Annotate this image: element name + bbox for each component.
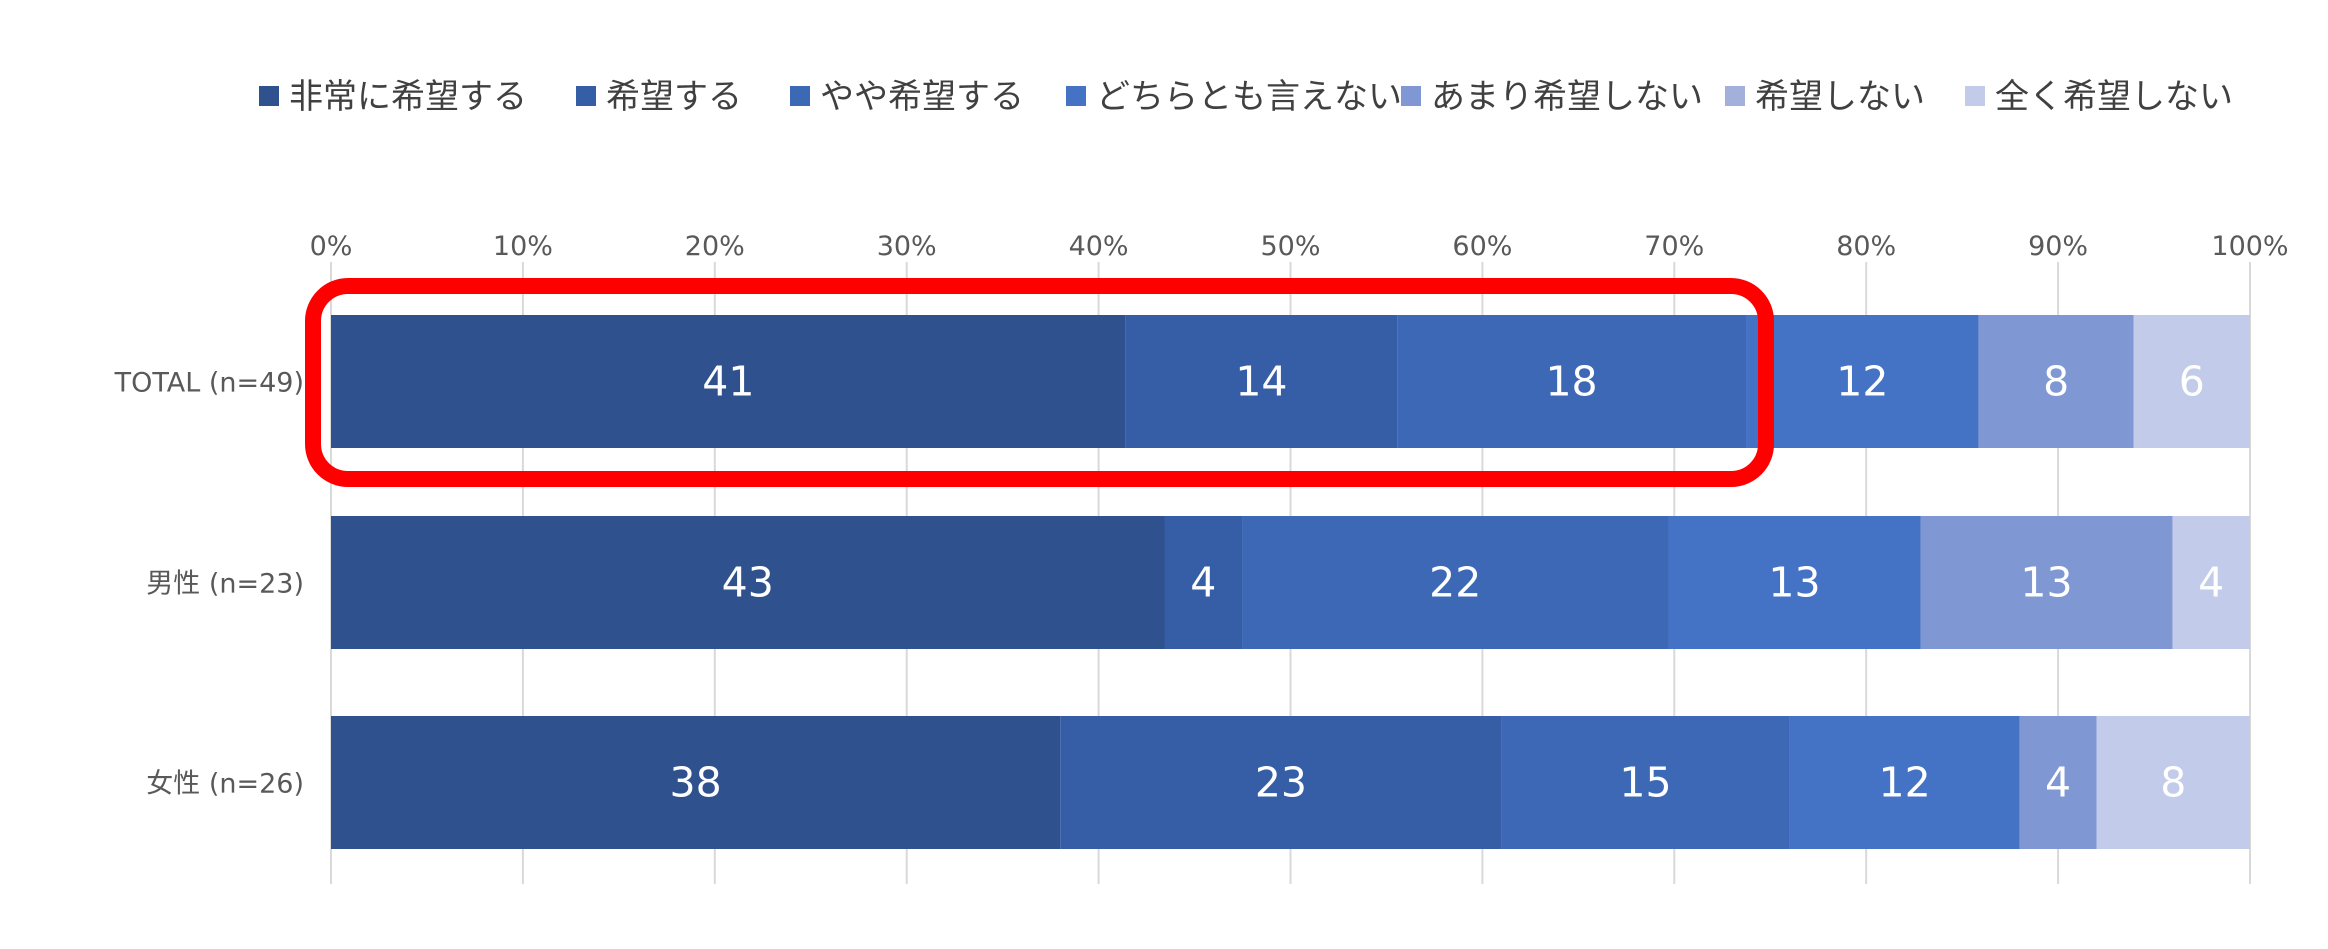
- x-tick-label: 30%: [877, 231, 937, 262]
- legend-label: 希望する: [606, 77, 742, 117]
- bar-segment: [1242, 516, 1669, 649]
- x-tick-label: 60%: [1452, 231, 1512, 262]
- bar-segment: [1920, 516, 2173, 649]
- bar-segment: [1668, 516, 1921, 649]
- bar-segment: [331, 716, 1061, 849]
- bar-segment: [1397, 315, 1747, 448]
- x-tick-label: 90%: [2028, 231, 2088, 262]
- data-label: 4: [2045, 759, 2071, 807]
- data-label: 13: [1768, 559, 1820, 607]
- data-label: 4: [2198, 559, 2224, 607]
- legend-swatch: [1401, 86, 1421, 106]
- bar-segment: [2096, 716, 2250, 849]
- x-axis-tick-labels: 0% 10% 20% 30% 40% 50% 60% 70% 80% 90% 100%: [310, 231, 2289, 262]
- legend-swatch: [1965, 86, 1985, 106]
- category-labels: TOTAL (n=49) 男性 (n=23) 女性 (n=26): [114, 368, 304, 800]
- data-label: 41: [702, 358, 754, 406]
- legend-label: 希望しない: [1755, 77, 1925, 117]
- x-tick-label: 80%: [1836, 231, 1896, 262]
- bar-segment: [1978, 315, 2134, 448]
- bar-segment: [1746, 315, 1979, 448]
- x-tick-label: 50%: [1260, 231, 1320, 262]
- data-label: 8: [2160, 759, 2186, 807]
- x-tick-label: 100%: [2211, 231, 2288, 262]
- data-label: 12: [1836, 358, 1888, 406]
- x-tick-label: 40%: [1069, 231, 1129, 262]
- bar-segment: [2019, 716, 2097, 849]
- data-label: 23: [1255, 759, 1307, 807]
- legend-swatch: [259, 86, 279, 106]
- bar-segment: [2172, 516, 2250, 649]
- legend-label: 非常に希望する: [289, 77, 527, 117]
- category-label: TOTAL (n=49): [114, 368, 304, 399]
- data-label: 43: [722, 559, 774, 607]
- bar-segment: [331, 516, 1165, 649]
- data-label: 14: [1235, 358, 1287, 406]
- data-label: 13: [2020, 559, 2072, 607]
- data-label: 15: [1619, 759, 1671, 807]
- data-labels: 41 14 18 12 8 6 43 4 22 13 13 4 38 23 15 12 4 8: [670, 358, 2225, 807]
- data-label: 18: [1545, 358, 1597, 406]
- legend: 非常に希望する 希望する やや希望する どちらとも言えない あまり希望しない 希望しない 全…: [259, 77, 2233, 117]
- legend-swatch: [576, 86, 596, 106]
- bar-segment: [1125, 315, 1398, 448]
- legend-label: どちらとも言えない: [1096, 77, 1402, 117]
- x-tick-label: 0%: [310, 231, 353, 262]
- legend-swatch: [790, 86, 810, 106]
- data-label: 38: [670, 759, 722, 807]
- data-label: 8: [2043, 358, 2069, 406]
- legend-label: 全く希望しない: [1995, 77, 2233, 117]
- data-label: 6: [2179, 358, 2205, 406]
- bar-segment: [1164, 516, 1243, 649]
- highlight-annotation: [305, 278, 1775, 487]
- bar-segment: [1501, 716, 1790, 849]
- data-label: 4: [1190, 559, 1216, 607]
- data-label: 22: [1429, 559, 1481, 607]
- bar-segment: [2133, 315, 2250, 448]
- legend-label: やや希望する: [820, 77, 1024, 117]
- bar-segment: [1789, 716, 2020, 849]
- x-tick-label: 70%: [1644, 231, 1704, 262]
- x-tick-label: 20%: [685, 231, 745, 262]
- legend-swatch: [1066, 86, 1086, 106]
- bar-segments: [331, 315, 2250, 849]
- legend-label: あまり希望しない: [1431, 77, 1703, 117]
- bar-segment: [331, 315, 1126, 448]
- legend-swatch: [1725, 86, 1745, 106]
- highlight-box: [305, 278, 1775, 487]
- bar-segment: [1060, 716, 1502, 849]
- category-label: 女性 (n=26): [146, 769, 304, 800]
- category-label: 男性 (n=23): [146, 569, 304, 600]
- data-label: 12: [1878, 759, 1930, 807]
- x-tick-label: 10%: [493, 231, 553, 262]
